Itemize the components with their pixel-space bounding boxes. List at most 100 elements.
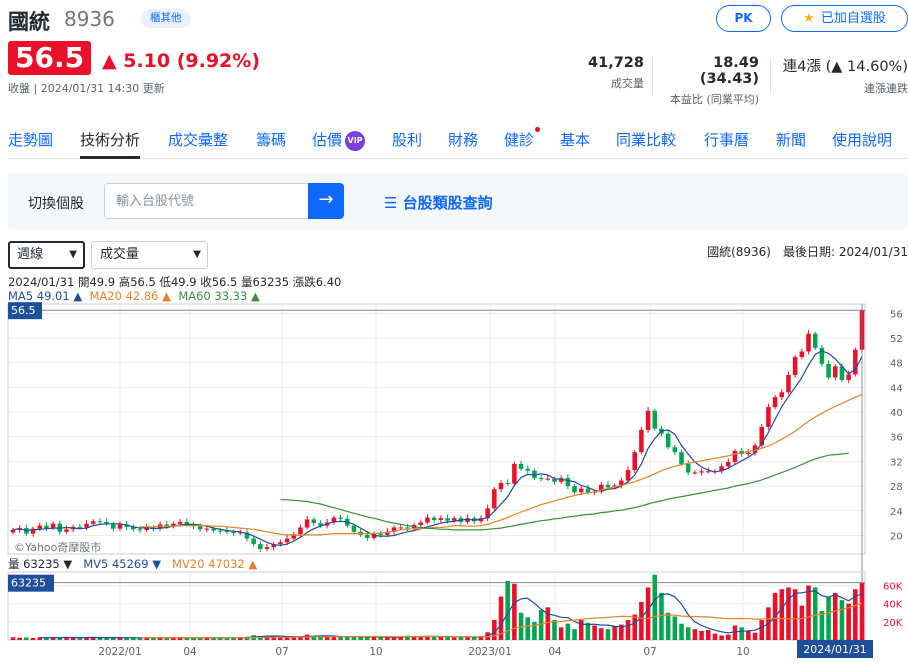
volume-bar: [284, 637, 290, 640]
price-tag-bg: [8, 302, 42, 320]
candle: [726, 462, 731, 467]
tab-calendar[interactable]: 行事曆: [704, 131, 750, 149]
stock-search-input[interactable]: [104, 183, 309, 219]
tab-checkup[interactable]: 健診: [504, 127, 541, 159]
volume-bar: [786, 587, 791, 640]
star-icon: ★: [803, 11, 815, 26]
tab-chips[interactable]: 籌碼: [256, 131, 287, 149]
tab-dividend[interactable]: 股利: [392, 131, 423, 149]
date-tag-bg: [797, 640, 873, 658]
tab-trend[interactable]: 走勢圖: [8, 131, 54, 149]
price-tag-label: 56.5: [11, 304, 36, 317]
indicator-select[interactable]: 成交量 ▼: [91, 241, 208, 269]
candle: [351, 525, 357, 532]
candle: [839, 366, 845, 380]
candle: [512, 463, 517, 484]
tab-basic[interactable]: 基本: [560, 131, 591, 149]
volume-bar: [672, 616, 678, 640]
volume-bar: [238, 637, 243, 640]
sector-lookup-link[interactable]: ☰ 台股類股查詢: [384, 192, 493, 213]
stat-value: 41,728: [588, 55, 644, 71]
volume-tick-label: 60K: [883, 582, 903, 593]
y-tick-label: 40: [890, 408, 903, 419]
date-tag-label: 2024/01/31: [803, 643, 866, 656]
candle: [732, 450, 738, 463]
candle: [538, 478, 544, 480]
y-tick-label: 48: [890, 359, 903, 370]
candle: [391, 527, 397, 532]
tab-finance[interactable]: 財務: [448, 131, 479, 149]
period-select[interactable]: 週線 ▼: [8, 241, 85, 269]
candle: [291, 534, 297, 539]
candle: [445, 518, 450, 521]
stat-value: 連4漲 (▲ 14.60%): [782, 59, 908, 75]
candle: [64, 529, 69, 532]
stat-streak: 連4漲 (▲ 14.60%) 連漲連跌: [773, 55, 908, 96]
volume-bar: [164, 637, 170, 640]
volume-bar: [90, 637, 96, 640]
volume-bar: [331, 636, 337, 640]
volume-bar: [57, 637, 63, 640]
volume-bar: [231, 638, 236, 640]
volume-bar: [665, 612, 671, 640]
candle: [84, 523, 89, 528]
stock-name: 國統: [8, 10, 50, 34]
volume-bar: [197, 637, 203, 640]
tab-news[interactable]: 新聞: [776, 131, 807, 149]
volume-tick-label: 20K: [883, 618, 903, 629]
tab-technical[interactable]: 技術分析: [80, 129, 141, 159]
candle: [97, 521, 103, 523]
watchlist-button[interactable]: ★ 已加自選股: [781, 5, 908, 32]
volume-bar: [271, 636, 276, 640]
candle: [271, 544, 276, 548]
ma60-legend: MA60 33.33 ▲: [178, 289, 260, 303]
volume-bar: [318, 636, 323, 640]
category-tag[interactable]: 櫃其他: [141, 9, 191, 28]
tab-help[interactable]: 使用說明: [832, 131, 893, 149]
volume-bar: [692, 629, 698, 640]
volume-bar: [759, 620, 764, 640]
volume-bar: [699, 630, 704, 640]
volume-bar: [117, 637, 123, 640]
volume-bar: [572, 629, 577, 640]
pk-button[interactable]: PK: [716, 5, 771, 32]
tab-valuation[interactable]: 估價 VIP: [312, 129, 366, 159]
candle: [632, 452, 637, 471]
volume-tag-bg: [8, 574, 54, 592]
price-panel-frame: [7, 303, 866, 555]
volume-bar: [525, 617, 531, 640]
candle: [244, 532, 250, 539]
candle: [545, 478, 551, 480]
volume-bar: [498, 596, 504, 640]
tab-peers[interactable]: 同業比較: [616, 131, 677, 149]
vol-legend: 量 63235 ▼: [8, 557, 73, 571]
volume-bar: [826, 596, 831, 640]
volume-bar: [812, 587, 818, 640]
volume-bar: [565, 623, 571, 640]
volume-bar: [705, 630, 711, 640]
candle: [772, 397, 778, 408]
candle: [425, 517, 430, 523]
candle: [619, 480, 624, 486]
candle: [578, 488, 584, 493]
candle: [211, 528, 216, 531]
volume-bar: [398, 636, 404, 640]
candle: [431, 517, 437, 521]
y-tick-label: 52: [890, 334, 903, 345]
volume-bar: [298, 636, 303, 640]
main-nav: 走勢圖 技術分析 成交彙整 籌碼 估價 VIP 股利 財務 健診 基本 同業比較 …: [8, 127, 908, 159]
candle: [177, 521, 183, 524]
volume-bar: [619, 624, 624, 640]
tab-trades[interactable]: 成交彙整: [168, 131, 229, 149]
price-change: ▲ 5.10 (9.92%): [102, 50, 261, 72]
volume-bar: [625, 620, 631, 640]
volume-tick-label: 40K: [883, 600, 903, 611]
search-submit-button[interactable]: →: [308, 183, 344, 219]
volume-bar: [652, 574, 658, 640]
candle: [746, 452, 751, 454]
candle: [90, 521, 96, 524]
candle: [418, 522, 424, 525]
candle: [518, 463, 524, 469]
stock-code: 8936: [64, 7, 115, 31]
